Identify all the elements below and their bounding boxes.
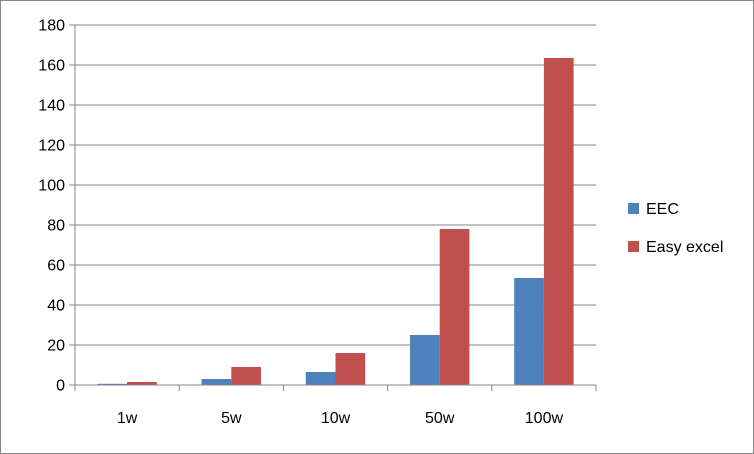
legend-swatch (628, 241, 639, 252)
y-tick-label: 180 (38, 18, 65, 35)
y-tick-label: 20 (47, 338, 65, 355)
y-tick-label: 160 (38, 58, 65, 75)
bars (97, 58, 574, 385)
x-tick-labels: 1w 5w 10w 50w 100w (117, 410, 564, 427)
y-tick-labels: 0 20 40 60 80 100 120 140 160 180 (38, 18, 65, 395)
y-tick-label: 80 (47, 218, 65, 235)
legend-label: EEC (646, 201, 679, 218)
y-tick-label: 60 (47, 258, 65, 275)
legend: EEC Easy excel (628, 201, 723, 256)
legend-item: EEC (628, 201, 679, 218)
gridlines (75, 24, 596, 346)
legend-swatch (628, 203, 639, 214)
axes (69, 24, 597, 391)
bar-easy-excel-1w (127, 382, 157, 385)
y-tick-label: 40 (47, 298, 65, 315)
y-tick-label: 100 (38, 178, 65, 195)
bar-eec-50w (410, 335, 440, 385)
bar-easy-excel-5w (231, 367, 261, 385)
x-tick-label: 100w (525, 410, 564, 427)
x-tick-label: 5w (221, 410, 242, 427)
y-tick-label: 140 (38, 98, 65, 115)
bar-easy-excel-10w (335, 353, 366, 385)
x-tick-label: 10w (321, 410, 351, 427)
bar-eec-100w (514, 278, 544, 385)
y-tick-label: 120 (38, 138, 65, 155)
y-tick-label: 0 (56, 378, 65, 395)
legend-label: Easy excel (646, 239, 723, 256)
bar-easy-excel-100w (543, 58, 574, 385)
bar-eec-5w (201, 379, 232, 385)
x-tick-label: 1w (117, 410, 138, 427)
bar-eec-10w (305, 372, 336, 385)
bar-easy-excel-50w (439, 229, 470, 385)
x-tick-label: 50w (425, 410, 455, 427)
legend-item: Easy excel (628, 239, 723, 256)
bar-eec-1w (97, 383, 128, 385)
